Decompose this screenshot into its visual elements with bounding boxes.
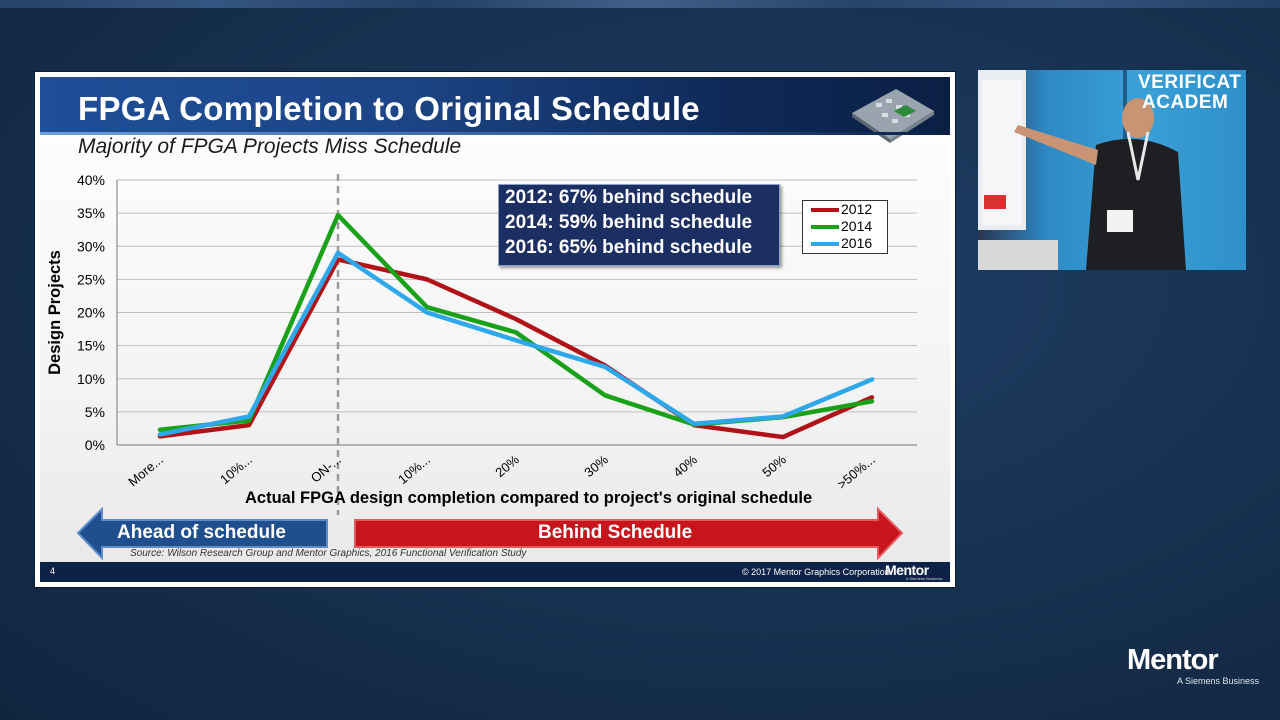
legend-label: 2016 [841, 235, 873, 251]
top-strip [0, 0, 1280, 8]
legend-entry: 2016 [803, 235, 887, 252]
annotation-line: 2016: 65% behind schedule [505, 237, 753, 258]
slide-title: FPGA Completion to Original Schedule [78, 90, 700, 127]
circuit-board-image [852, 89, 934, 143]
slide-content: FPGA Completion to Original Schedule Maj… [40, 77, 950, 582]
ahead-arrow [76, 506, 328, 561]
footer-mentor-logo: Mentor [885, 562, 929, 578]
slide-subtitle: Majority of FPGA Projects Miss Schedule [78, 135, 462, 158]
ahead-of-schedule-label: Ahead of schedule [117, 522, 286, 543]
y-tick-label: 5% [85, 404, 105, 420]
legend-entry: 2012 [803, 201, 887, 218]
series-line-2012 [157, 257, 875, 440]
brand-tagline: A Siemens Business [1177, 676, 1260, 686]
y-tick-label: 35% [77, 205, 105, 221]
verification-academy-sign-line-1: VERIFICAT [1138, 72, 1242, 93]
legend-label: 2014 [841, 218, 873, 234]
presenter-scene [978, 70, 1186, 270]
mentor-brand-logo: Mentor [1127, 644, 1219, 676]
legend-swatch [811, 225, 839, 230]
series-line-2016 [157, 250, 875, 437]
y-tick-label: 10% [77, 371, 105, 387]
slide-number: 4 [50, 566, 56, 576]
y-axis-title: Design Projects [46, 250, 64, 375]
x-axis-title: Actual FPGA design completion compared t… [245, 489, 813, 507]
annotation-line: 2014: 59% behind schedule [505, 212, 753, 233]
presenter-video: VERIFICAT ACADEM [978, 70, 1246, 270]
verification-academy-sign-line-2: ACADEM [1142, 92, 1229, 113]
source-note: Source: Wilson Research Group and Mentor… [130, 548, 527, 559]
y-tick-label: 15% [77, 338, 105, 354]
copyright-text: © 2017 Mentor Graphics Corporation [742, 567, 890, 577]
footer-logo-tagline: A Siemens Business [906, 576, 943, 581]
slide-footer: 4 © 2017 Mentor Graphics Corporation Men… [40, 562, 950, 582]
legend-entry: 2014 [803, 218, 887, 235]
schedule-annotation-box: 2012: 67% behind schedule 2014: 59% behi… [498, 184, 780, 266]
slide-title-bar: FPGA Completion to Original Schedule [40, 77, 950, 143]
y-tick-label: 0% [85, 437, 105, 453]
y-tick-label: 25% [77, 271, 105, 287]
chart-legend: 2012 2014 2016 [802, 200, 888, 254]
presentation-slide: FPGA Completion to Original Schedule Maj… [35, 72, 955, 587]
annotation-line: 2012: 67% behind schedule [505, 187, 753, 208]
schedule-arrows [76, 506, 904, 561]
legend-swatch [811, 208, 839, 213]
legend-swatch [811, 242, 839, 247]
y-tick-label: 30% [77, 238, 105, 254]
behind-schedule-label: Behind Schedule [538, 522, 693, 543]
behind-arrow [354, 506, 904, 561]
legend-label: 2012 [841, 201, 873, 217]
y-tick-label: 40% [77, 172, 105, 188]
y-tick-label: 20% [77, 305, 105, 321]
